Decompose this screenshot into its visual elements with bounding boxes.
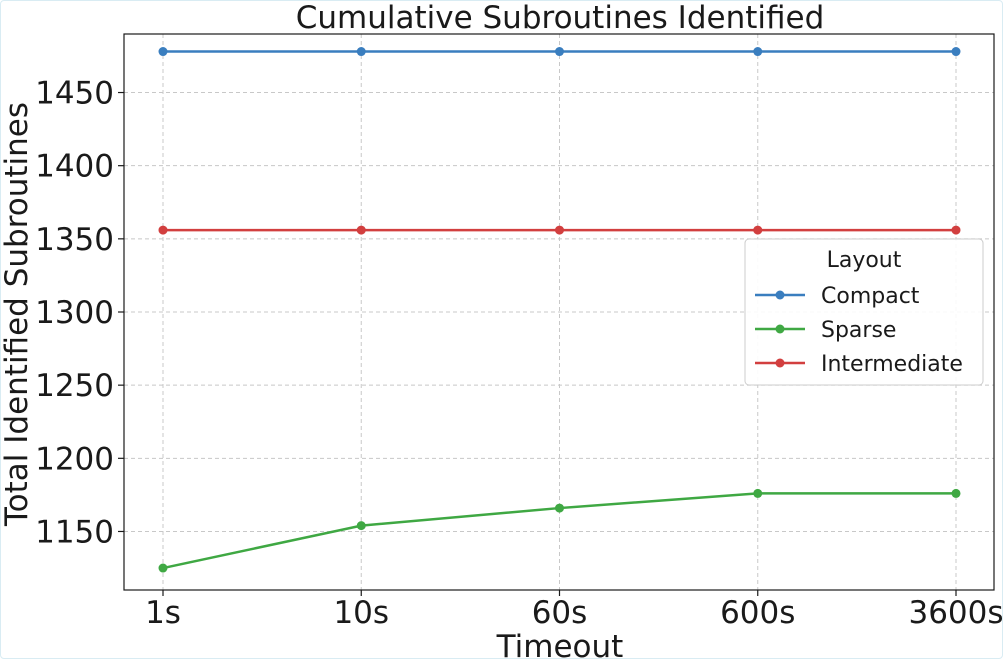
data-point-intermediate <box>555 225 564 235</box>
data-point-compact <box>356 47 366 57</box>
y-tick-label: 1450 <box>35 76 114 112</box>
x-tick-label: 1s <box>145 595 181 631</box>
x-tick-label: 60s <box>532 595 588 631</box>
data-point-intermediate <box>356 225 366 235</box>
y-tick-label: 1300 <box>35 295 114 331</box>
data-point-compact <box>158 47 168 57</box>
y-tick-label: 1150 <box>35 514 114 550</box>
series-group <box>158 47 961 573</box>
legend: Layout Compact Sparse Intermediate <box>744 238 984 386</box>
x-tick-label: 3600s <box>908 595 1003 631</box>
data-point-sparse <box>356 521 366 531</box>
x-axis: 1s 10s 60s 600s 3600s <box>145 590 1004 631</box>
data-point-compact <box>951 47 961 57</box>
legend-marker-intermediate <box>775 358 785 368</box>
data-point-sparse <box>753 488 763 498</box>
y-tick-label: 1400 <box>35 149 114 185</box>
data-point-intermediate <box>753 225 763 235</box>
data-point-compact <box>753 47 763 57</box>
legend-title: Layout <box>827 248 902 273</box>
data-point-intermediate <box>951 225 961 235</box>
data-point-sparse <box>951 488 961 498</box>
data-point-sparse <box>158 563 168 573</box>
data-point-intermediate <box>158 225 168 235</box>
x-axis-label: Timeout <box>496 629 624 661</box>
x-tick-label: 10s <box>333 595 389 631</box>
y-axis-label: Total Identified Subroutines <box>0 102 35 527</box>
legend-label-intermediate: Intermediate <box>821 352 963 377</box>
legend-marker-sparse <box>775 324 785 334</box>
y-tick-label: 1250 <box>35 368 114 404</box>
legend-label-compact: Compact <box>821 284 920 309</box>
y-tick-label: 1350 <box>35 222 114 258</box>
legend-label-sparse: Sparse <box>821 318 896 343</box>
legend-box <box>744 238 984 386</box>
data-point-compact <box>555 47 564 57</box>
data-point-sparse <box>555 503 564 513</box>
legend-marker-compact <box>775 290 785 300</box>
chart-title: Cumulative Subroutines Identified <box>296 0 825 36</box>
y-tick-label: 1200 <box>35 441 114 477</box>
x-tick-label: 600s <box>720 595 795 631</box>
y-axis: 1150 1200 1250 1300 1350 1400 1450 <box>35 76 124 550</box>
